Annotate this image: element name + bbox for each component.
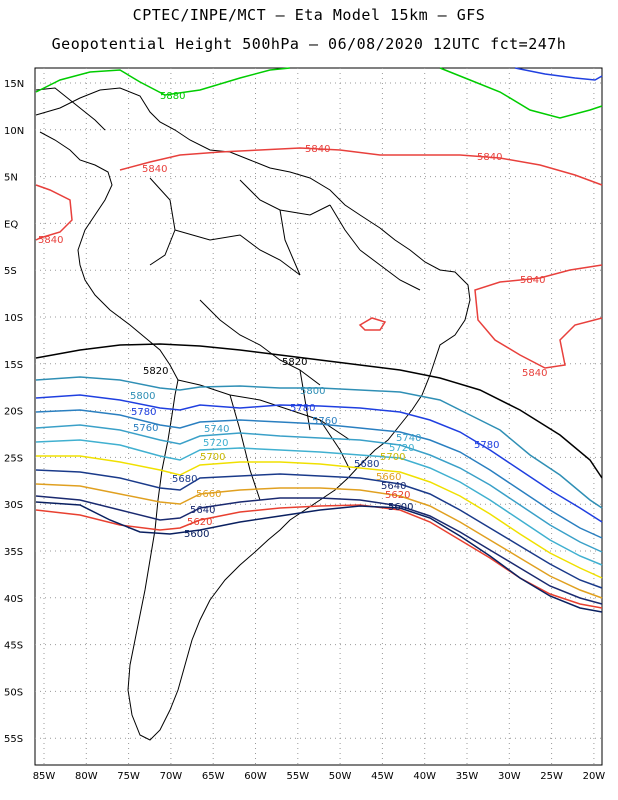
contour-label: 5640 <box>190 505 215 516</box>
contour-5780 <box>35 394 603 523</box>
lat-tick-label: 45S <box>4 641 23 652</box>
contour-label: 5820 <box>282 357 307 368</box>
lat-tick-label: 55S <box>4 734 23 745</box>
contour-label: 5820 <box>143 366 168 377</box>
contour-label: 5660 <box>376 472 401 483</box>
contour-label: 5880 <box>160 91 185 102</box>
contour-label: 5780 <box>474 440 499 451</box>
lon-tick-label: 75W <box>117 771 140 782</box>
map-frame <box>34 67 603 766</box>
contour-5700 <box>36 455 603 579</box>
contour-5800 <box>35 376 603 509</box>
contour-label: 5660 <box>196 489 221 500</box>
lat-tick-label: 50S <box>4 687 23 698</box>
lat-tick-label: 20S <box>4 407 23 418</box>
lon-tick-label: 30W <box>498 771 521 782</box>
contour-5640 <box>35 495 603 605</box>
contour-label: 5640 <box>381 481 406 492</box>
contour-5840-small <box>358 317 387 331</box>
lat-tick-label: 10N <box>4 126 24 137</box>
contour-label: 5760 <box>312 416 337 427</box>
lon-tick-label: 55W <box>286 771 309 782</box>
lon-tick-label: 85W <box>33 771 56 782</box>
lat-tick-label: 35S <box>4 547 23 558</box>
graticule <box>35 68 602 765</box>
lat-tick-label: 15N <box>4 79 24 90</box>
lat-tick-label: 15S <box>4 360 23 371</box>
lon-tick-label: 50W <box>329 771 352 782</box>
contour-label: 5840 <box>305 144 330 155</box>
contour-label: 5840 <box>477 152 502 163</box>
contour-label: 5600 <box>388 502 413 513</box>
contour-5720 <box>35 439 603 566</box>
contour-label: 5720 <box>389 443 414 454</box>
lat-tick-label: 5S <box>4 266 17 277</box>
contour-5680 <box>35 469 603 589</box>
contour-label: 5720 <box>203 438 228 449</box>
contour-label: 5800 <box>300 386 325 397</box>
contour-5840-north <box>119 147 603 186</box>
contour-label-group: 5880 5840 5840 5840 5840 5840 5840 5820 … <box>38 91 547 540</box>
contour-label: 5840 <box>520 275 545 286</box>
contour-label: 5600 <box>184 529 209 540</box>
contour-5880-east <box>439 67 603 119</box>
contour-5880 <box>35 67 291 96</box>
lon-tick-label: 70W <box>160 771 183 782</box>
contour-5820 <box>35 343 603 479</box>
contour-label: 5680 <box>172 474 197 485</box>
contour-lines <box>35 67 603 613</box>
lat-tick-label: EQ <box>4 219 18 230</box>
axis-ticks: 15N 10N 5N EQ 5S 10S 15S 20S 25S 30S 35S 40S 45S 50S 5… <box>4 79 605 782</box>
map-title-line2: Geopotential Height 500hPa – 06/08/2020 … <box>51 35 567 53</box>
contour-5840-west <box>35 184 73 241</box>
contour-5840-east <box>474 264 603 369</box>
lat-tick-label: 40S <box>4 594 23 605</box>
lon-tick-label: 25W <box>540 771 563 782</box>
contour-5740 <box>35 424 603 553</box>
contour-label: 5700 <box>380 452 405 463</box>
contour-label: 5840 <box>522 368 547 379</box>
lat-tick-label: 5N <box>4 173 18 184</box>
contour-label: 5780 <box>290 403 315 414</box>
contour-label: 5680 <box>354 459 379 470</box>
lon-tick-label: 65W <box>202 771 225 782</box>
contour-label: 5800 <box>130 391 155 402</box>
contour-label: 5620 <box>385 490 410 501</box>
lon-tick-label: 35W <box>456 771 479 782</box>
contour-blue-top <box>514 67 603 81</box>
contour-5760 <box>35 409 603 539</box>
contour-label: 5740 <box>396 433 421 444</box>
contour-5600 <box>35 501 603 613</box>
contour-label: 5780 <box>131 407 156 418</box>
lat-tick-label: 10S <box>4 313 23 324</box>
contour-label: 5700 <box>200 452 225 463</box>
contour-label: 5620 <box>187 517 212 528</box>
contour-label: 5840 <box>38 235 63 246</box>
lon-tick-label: 40W <box>413 771 436 782</box>
contour-5660 <box>35 483 603 599</box>
lat-tick-label: 25S <box>4 453 23 464</box>
coastline <box>35 87 471 741</box>
contour-label: 5760 <box>133 423 158 434</box>
lon-tick-label: 80W <box>75 771 98 782</box>
lon-tick-label: 45W <box>371 771 394 782</box>
lon-tick-label: 60W <box>244 771 267 782</box>
lat-tick-label: 30S <box>4 500 23 511</box>
lon-tick-label: 20W <box>583 771 606 782</box>
map-title-line1: CPTEC/INPE/MCT – Eta Model 15km – GFS <box>132 6 486 24</box>
contour-label: 5740 <box>204 424 229 435</box>
contour-label: 5840 <box>142 164 167 175</box>
